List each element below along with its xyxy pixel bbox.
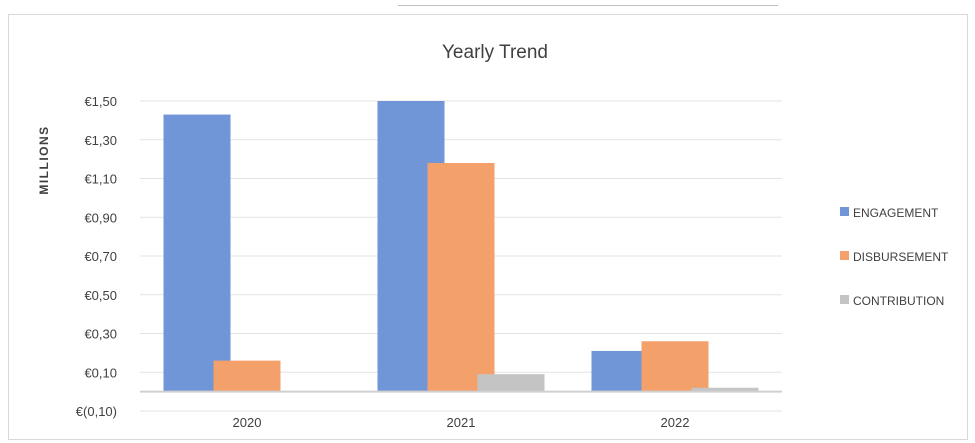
bar-contribution-2021: [477, 374, 545, 392]
x-tick-label: 2020: [233, 415, 262, 430]
legend-swatch-disbursement: [840, 251, 849, 260]
bar-contribution-2022: [691, 387, 759, 392]
bar-engagement-2020: [163, 114, 231, 392]
y-tick-label: €1,30: [84, 133, 117, 148]
legend: ENGAGEMENT DISBURSEMENT CONTRIBUTION: [840, 206, 949, 308]
bar-disbursement-2020: [213, 360, 281, 392]
x-tick-label: 2021: [447, 415, 476, 430]
y-tick-label: €0,90: [84, 210, 117, 225]
y-tick-label: €(0,10): [76, 404, 117, 419]
x-tick-label: 2022: [661, 415, 690, 430]
y-tick-label: €1,10: [84, 172, 117, 187]
legend-label-engagement: ENGAGEMENT: [853, 206, 939, 220]
bar-disbursement-2021: [427, 163, 495, 392]
legend-swatch-engagement: [840, 207, 849, 216]
bar-disbursement-2022: [641, 341, 709, 392]
x-tick-labels: 2020 2021 2022: [233, 415, 690, 430]
chart-title: Yearly Trend: [442, 42, 548, 63]
legend-swatch-contribution: [840, 295, 849, 304]
y-tick-label: €0,70: [84, 249, 117, 264]
y-tick-label: €1,50: [84, 94, 117, 109]
legend-label-contribution: CONTRIBUTION: [853, 294, 944, 308]
y-tick-label: €0,30: [84, 327, 117, 342]
y-tick-label: €0,10: [84, 365, 117, 380]
y-tick-labels: €1,50 €1,30 €1,10 €0,90 €0,70 €0,50 €0,30 €0,10…: [76, 94, 117, 419]
top-divider: [398, 5, 778, 6]
legend-label-disbursement: DISBURSEMENT: [853, 250, 949, 264]
bars: [163, 101, 759, 393]
y-tick-label: €0,50: [84, 288, 117, 303]
y-axis-label: MILLIONS: [37, 125, 51, 194]
